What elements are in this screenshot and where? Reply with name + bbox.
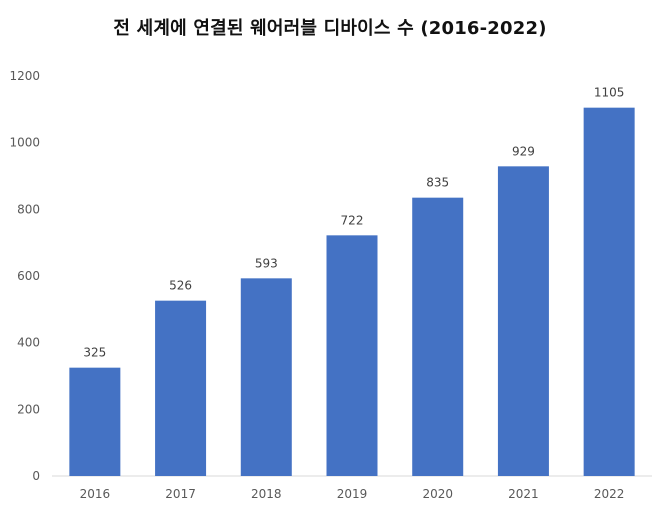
bar-2018 (240, 278, 292, 476)
bar-2020 (412, 197, 464, 476)
y-tick-label: 1000 (9, 136, 40, 150)
y-tick-label: 600 (17, 269, 40, 283)
x-tick-label-2020: 2020 (422, 487, 453, 501)
data-label-2016: 325 (83, 346, 106, 360)
data-label-2018: 593 (255, 256, 278, 270)
data-labels: 325 526 593 722 835 929 1105 (83, 86, 624, 360)
bar-2021 (497, 166, 549, 477)
x-axis-labels: 2016 2017 2018 2019 2020 2021 2022 (80, 487, 625, 501)
chart-title: 전 세계에 연결된 웨어러블 디바이스 수 (2016-2022) (113, 18, 547, 39)
bar-2022 (583, 107, 635, 477)
y-tick-label: 1200 (9, 69, 40, 83)
x-tick-label-2019: 2019 (337, 487, 368, 501)
x-tick-label-2017: 2017 (165, 487, 196, 501)
bar-2016 (69, 367, 121, 476)
y-tick-label: 200 (17, 402, 40, 416)
data-label-2022: 1105 (594, 86, 625, 100)
y-tick-label: 400 (17, 336, 40, 350)
y-tick-label: 0 (32, 469, 40, 483)
x-tick-label-2021: 2021 (508, 487, 539, 501)
x-tick-label-2018: 2018 (251, 487, 282, 501)
bar-2017 (155, 300, 207, 476)
data-label-2017: 526 (169, 279, 192, 293)
data-label-2021: 929 (512, 144, 535, 158)
bars (69, 107, 635, 477)
data-label-2020: 835 (426, 176, 449, 190)
x-tick-label-2022: 2022 (594, 487, 625, 501)
data-label-2019: 722 (341, 213, 364, 227)
x-tick-label-2016: 2016 (80, 487, 111, 501)
y-axis-ticks: 0 200 400 600 800 1000 1200 (9, 69, 40, 483)
y-tick-label: 800 (17, 202, 40, 216)
bar-2019 (326, 235, 378, 476)
